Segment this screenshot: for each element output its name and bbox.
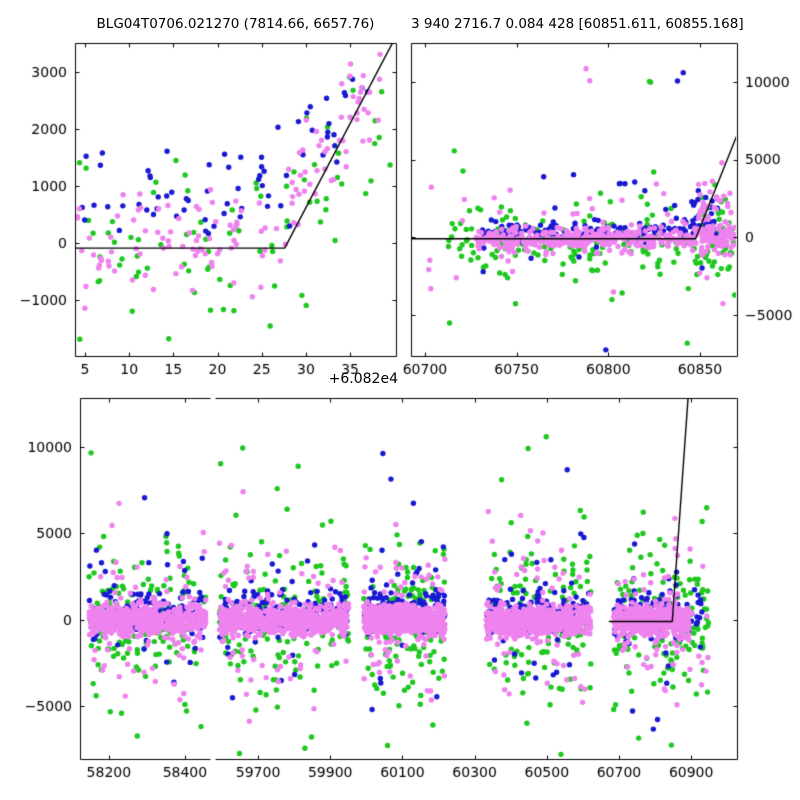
panel-title-right: 3 940 2716.7 0.084 428 [60851.611, 60855…: [411, 16, 744, 32]
panel-title-left: BLG04T0706.021270 (7814.66, 6657.76): [96, 16, 375, 32]
x-axis-offset-label: +6.082e4: [328, 371, 398, 387]
